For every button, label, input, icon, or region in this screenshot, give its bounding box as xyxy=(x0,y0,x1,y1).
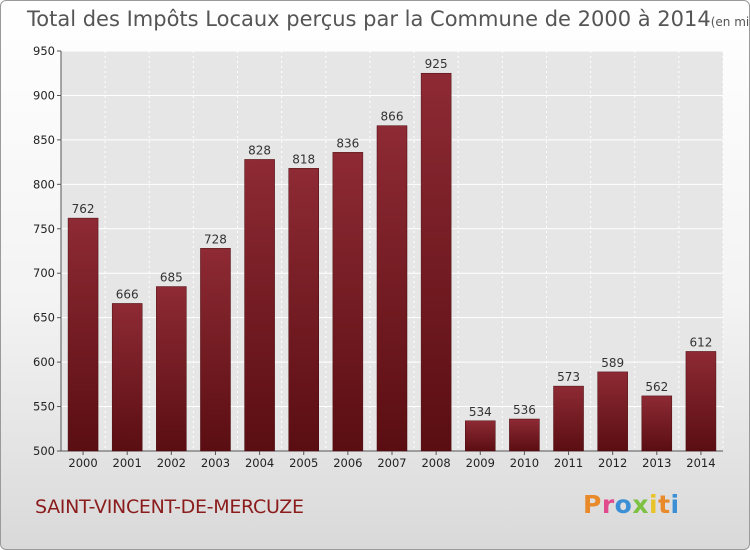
value-label-2010: 536 xyxy=(513,403,536,417)
value-label-2000: 762 xyxy=(72,202,95,216)
x-tick-label-2008: 2008 xyxy=(421,456,450,470)
y-tick-label: 950 xyxy=(33,44,55,58)
commune-name: SAINT-VINCENT-DE-MERCUZE xyxy=(35,496,304,518)
value-label-2013: 562 xyxy=(645,380,668,394)
bar-2000 xyxy=(67,217,99,452)
logo-letter: r xyxy=(601,490,615,519)
bar-2003 xyxy=(200,248,231,452)
value-label-2011: 573 xyxy=(557,370,580,384)
logo-letter: P xyxy=(583,490,602,519)
bar-2014 xyxy=(685,351,717,452)
y-tick-label: 800 xyxy=(33,177,55,191)
x-tick-label-2009: 2009 xyxy=(466,456,495,470)
x-tick-label-2004: 2004 xyxy=(245,456,274,470)
x-tick-label-2000: 2000 xyxy=(68,456,97,470)
y-tick-label: 700 xyxy=(33,266,55,280)
bar-2008 xyxy=(420,72,452,452)
bar-2013 xyxy=(641,395,673,452)
x-tick-label-2001: 2001 xyxy=(113,456,142,470)
x-tick-label-2011: 2011 xyxy=(554,456,583,470)
value-label-2005: 818 xyxy=(292,152,315,166)
bar-2005 xyxy=(288,168,319,452)
chart-title: Total des Impôts Locaux perçus par la Co… xyxy=(27,7,750,31)
value-label-2008: 925 xyxy=(425,57,448,71)
y-tick-label: 650 xyxy=(33,311,55,325)
x-tick-label-2006: 2006 xyxy=(333,456,362,470)
bar-2001 xyxy=(111,303,143,452)
bar-2010 xyxy=(509,418,540,452)
bar-2002 xyxy=(156,286,187,452)
x-tick-label-2003: 2003 xyxy=(201,456,230,470)
y-tick-label: 600 xyxy=(33,355,55,369)
x-tick-label-2013: 2013 xyxy=(642,456,671,470)
bar-2011 xyxy=(553,385,584,452)
value-label-2002: 685 xyxy=(160,271,183,285)
logo-letter: o xyxy=(614,490,633,519)
value-label-2014: 612 xyxy=(689,335,712,349)
logo-letter: x xyxy=(632,490,649,519)
proxiti-logo[interactable]: Proxiti xyxy=(583,490,680,519)
logo-letter: i xyxy=(670,490,680,519)
x-tick-label-2002: 2002 xyxy=(157,456,186,470)
x-tick-label-2010: 2010 xyxy=(510,456,539,470)
chart-title-text: Total des Impôts Locaux perçus par la Co… xyxy=(27,7,711,31)
value-label-2004: 828 xyxy=(248,143,271,157)
y-tick-label: 850 xyxy=(33,133,55,147)
value-label-2006: 836 xyxy=(336,136,359,150)
chart-title-unit: (en milliers d'€) xyxy=(710,15,750,29)
y-tick-label: 500 xyxy=(33,444,55,458)
bar-2006 xyxy=(332,152,364,452)
bar-2004 xyxy=(244,159,275,452)
x-tick-label-2005: 2005 xyxy=(289,456,318,470)
bar-2009 xyxy=(465,420,496,452)
y-tick-label: 900 xyxy=(33,88,55,102)
value-label-2009: 534 xyxy=(469,405,492,419)
y-tick-label: 750 xyxy=(33,222,55,236)
bar-2007 xyxy=(376,125,408,452)
bar-2012 xyxy=(597,371,628,452)
logo-letter: i xyxy=(649,490,659,519)
logo-letter: t xyxy=(658,490,671,519)
x-tick-label-2014: 2014 xyxy=(686,456,715,470)
value-label-2012: 589 xyxy=(601,356,624,370)
value-label-2003: 728 xyxy=(204,232,227,246)
value-label-2001: 666 xyxy=(116,287,139,301)
x-tick-label-2012: 2012 xyxy=(598,456,627,470)
value-label-2007: 866 xyxy=(381,110,404,124)
x-tick-label-2007: 2007 xyxy=(377,456,406,470)
y-tick-label: 550 xyxy=(33,400,55,414)
